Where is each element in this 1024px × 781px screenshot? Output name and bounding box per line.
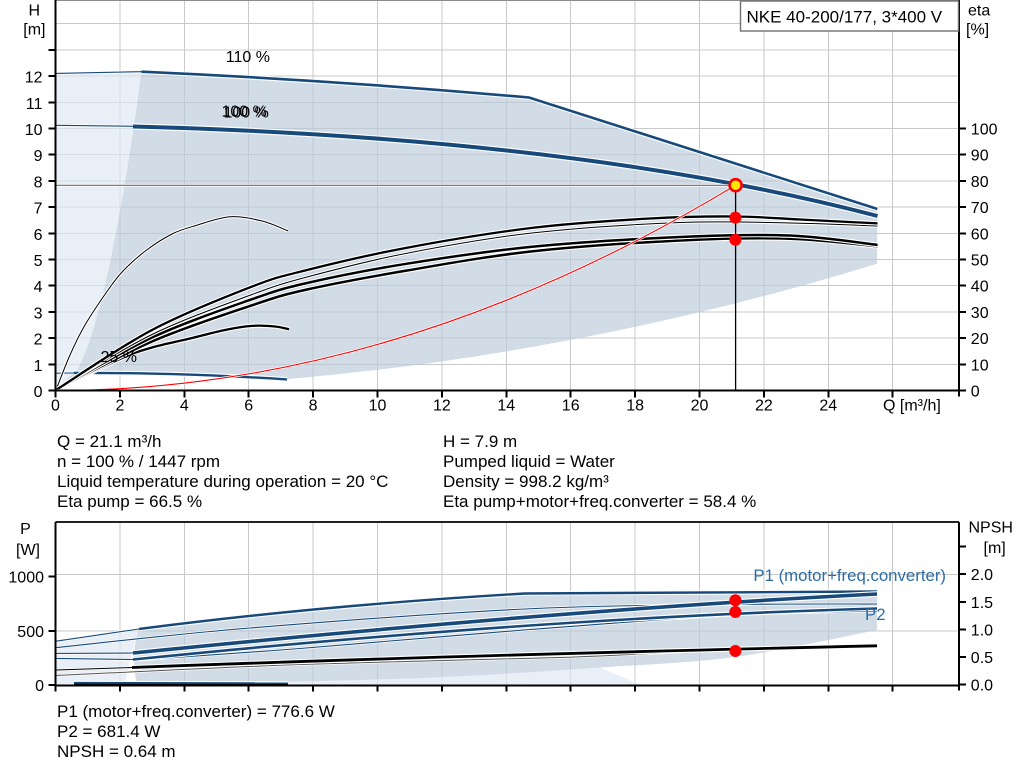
svg-text:100 %: 100 % — [224, 105, 269, 122]
svg-text:20: 20 — [971, 331, 989, 348]
svg-text:7: 7 — [34, 201, 43, 218]
svg-text:0.0: 0.0 — [971, 678, 993, 695]
svg-text:[%]: [%] — [966, 22, 989, 39]
svg-text:eta: eta — [968, 3, 990, 20]
svg-text:80: 80 — [971, 174, 989, 191]
svg-text:6: 6 — [244, 398, 253, 415]
svg-text:11: 11 — [26, 96, 43, 113]
svg-text:6: 6 — [34, 227, 43, 244]
svg-text:25 %: 25 % — [101, 349, 137, 366]
svg-text:P1 (motor+freq.converter): P1 (motor+freq.converter) — [753, 566, 946, 585]
svg-text:100: 100 — [971, 122, 998, 139]
svg-text:18: 18 — [626, 398, 644, 415]
svg-text:22: 22 — [755, 398, 773, 415]
svg-text:2: 2 — [34, 332, 43, 349]
svg-text:16: 16 — [562, 398, 580, 415]
svg-text:P: P — [20, 521, 31, 538]
svg-text:[m]: [m] — [984, 540, 1006, 557]
svg-text:NKE 40-200/177, 3*400 V: NKE 40-200/177, 3*400 V — [747, 8, 943, 27]
svg-text:2: 2 — [115, 398, 124, 415]
svg-text:40: 40 — [971, 279, 989, 296]
svg-text:Liquid temperature during oper: Liquid temperature during operation = 20… — [57, 472, 388, 491]
svg-text:70: 70 — [971, 200, 989, 217]
svg-text:30: 30 — [971, 305, 989, 322]
svg-text:0: 0 — [34, 384, 43, 401]
svg-text:0: 0 — [971, 384, 980, 401]
svg-text:8: 8 — [34, 174, 43, 191]
svg-text:P2 = 681.4 W: P2 = 681.4 W — [57, 722, 160, 741]
svg-text:4: 4 — [180, 398, 189, 415]
svg-text:1.5: 1.5 — [971, 595, 993, 612]
svg-text:10: 10 — [25, 122, 43, 139]
svg-text:[W]: [W] — [16, 542, 40, 559]
svg-text:20: 20 — [691, 398, 709, 415]
svg-text:14: 14 — [497, 398, 515, 415]
svg-text:0: 0 — [35, 678, 44, 695]
svg-text:100 %: 100 % — [222, 104, 267, 121]
svg-text:NPSH = 0.64 m: NPSH = 0.64 m — [57, 742, 176, 761]
svg-text:Q = 21.1 m³/h: Q = 21.1 m³/h — [57, 432, 161, 451]
svg-text:110 %: 110 % — [226, 49, 270, 66]
svg-text:60: 60 — [971, 226, 989, 243]
svg-text:5: 5 — [34, 253, 43, 270]
svg-text:0.5: 0.5 — [971, 650, 993, 667]
svg-text:1.0: 1.0 — [971, 622, 993, 639]
svg-text:9: 9 — [34, 148, 43, 165]
svg-text:NPSH: NPSH — [969, 520, 1013, 537]
svg-text:10: 10 — [369, 398, 387, 415]
svg-text:90: 90 — [971, 148, 989, 165]
svg-text:H: H — [28, 3, 40, 20]
svg-text:1000: 1000 — [8, 570, 44, 587]
svg-text:H = 7.9 m: H = 7.9 m — [443, 432, 517, 451]
svg-text:4: 4 — [34, 279, 43, 296]
svg-text:2.0: 2.0 — [971, 567, 993, 584]
svg-text:Pumped liquid = Water: Pumped liquid = Water — [443, 452, 615, 471]
svg-text:12: 12 — [25, 70, 43, 87]
svg-text:10: 10 — [971, 357, 989, 374]
svg-text:50: 50 — [971, 253, 989, 270]
svg-text:P2: P2 — [865, 605, 886, 624]
svg-text:Eta pump = 66.5 %: Eta pump = 66.5 % — [57, 492, 202, 511]
svg-text:8: 8 — [309, 398, 318, 415]
svg-text:24: 24 — [819, 398, 837, 415]
svg-text:1: 1 — [34, 358, 43, 375]
svg-text:500: 500 — [17, 624, 44, 641]
svg-text:[m]: [m] — [23, 22, 45, 39]
svg-text:Q [m³/h]: Q [m³/h] — [883, 398, 941, 415]
svg-text:Eta pump+motor+freq.converter: Eta pump+motor+freq.converter = 58.4 % — [443, 492, 756, 511]
svg-text:P1 (motor+freq.converter) = 77: P1 (motor+freq.converter) = 776.6 W — [57, 702, 335, 721]
svg-text:12: 12 — [433, 398, 451, 415]
svg-text:Density = 998.2 kg/m³: Density = 998.2 kg/m³ — [443, 472, 609, 491]
svg-text:n = 100 % / 1447 rpm: n = 100 % / 1447 rpm — [57, 452, 220, 471]
svg-text:3: 3 — [34, 305, 43, 322]
svg-text:0: 0 — [51, 398, 60, 415]
